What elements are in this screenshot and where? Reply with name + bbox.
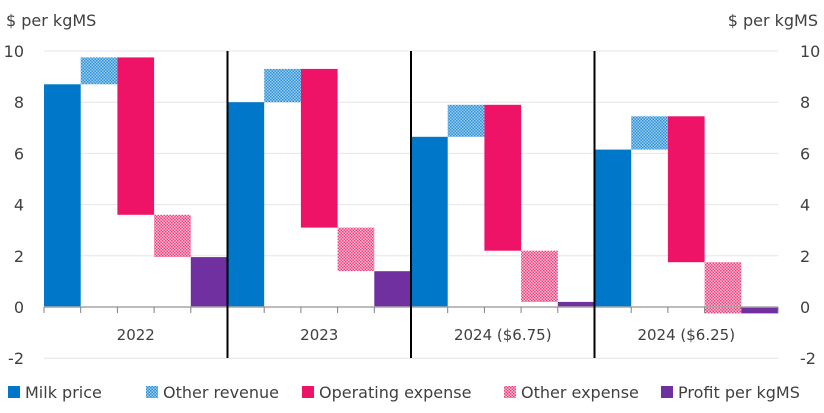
bar-milk-price	[411, 136, 448, 307]
y-tick-label: -2	[800, 349, 816, 368]
bar-other-expense	[521, 250, 558, 302]
y-tick-label: 4	[14, 196, 24, 215]
bar-milk-price	[594, 149, 632, 307]
y-tick-label: 6	[14, 144, 24, 163]
category-label: 2024 ($6.25)	[637, 326, 735, 344]
x-axis	[43, 51, 779, 358]
legend-label: Profit per kgMS	[678, 383, 800, 402]
category-label: 2022	[117, 326, 155, 344]
bars	[44, 57, 778, 314]
legend-swatch	[146, 386, 158, 398]
legend-item: Operating expense	[302, 383, 471, 402]
y-tick-label: 0	[800, 298, 810, 317]
y-axis-title-right: $ per kgMS	[728, 11, 818, 30]
y-tick-label: -2	[8, 349, 24, 368]
bar-operating-expense	[484, 104, 522, 251]
legend-label: Other revenue	[163, 383, 279, 402]
bar-other-revenue	[264, 68, 301, 103]
bar-other-expense	[704, 262, 742, 314]
y-axis-left: -2 0 2 4 6 8 10	[4, 42, 24, 368]
legend-swatch	[504, 386, 516, 398]
legend-swatch	[302, 386, 314, 398]
legend-label: Operating expense	[319, 383, 471, 402]
legend-swatch	[8, 386, 20, 398]
bar-milk-price	[44, 84, 81, 307]
bar-operating-expense	[117, 57, 155, 215]
legend: Milk price Other revenue Operating expense…	[8, 383, 800, 402]
bar-profit-per-kgms	[741, 307, 778, 314]
bar-other-expense	[337, 227, 375, 272]
legend-label: Other expense	[521, 383, 639, 402]
bar-profit-per-kgms	[374, 271, 411, 307]
legend-item: Other expense	[504, 383, 639, 402]
y-tick-label: 2	[14, 247, 24, 266]
bar-other-expense	[154, 214, 191, 257]
legend-label: Milk price	[25, 383, 102, 402]
y-axis-title-left: $ per kgMS	[6, 11, 96, 30]
y-tick-label: 6	[800, 144, 810, 163]
bar-profit-per-kgms	[190, 257, 228, 307]
bar-other-revenue	[80, 57, 118, 85]
y-tick-label: 0	[14, 298, 24, 317]
y-tick-label: 8	[14, 93, 24, 112]
y-tick-label: 8	[800, 93, 810, 112]
y-tick-label: 4	[800, 196, 810, 215]
category-labels: 2022 2023 2024 ($6.75) 2024 ($6.25)	[117, 326, 735, 344]
y-tick-label: 10	[4, 42, 24, 61]
bar-other-revenue	[447, 104, 485, 137]
y-axis-right: -2 0 2 4 6 8 10	[800, 42, 820, 368]
category-label: 2024 ($6.75)	[454, 326, 552, 344]
legend-item: Profit per kgMS	[661, 383, 800, 402]
legend-swatch	[661, 386, 673, 398]
bar-other-revenue	[631, 116, 668, 150]
category-label: 2023	[300, 326, 338, 344]
bar-operating-expense	[667, 116, 705, 263]
legend-item: Milk price	[8, 383, 102, 402]
legend-item: Other revenue	[146, 383, 279, 402]
y-tick-label: 10	[800, 42, 820, 61]
bar-profit-per-kgms	[557, 301, 595, 307]
bar-milk-price	[227, 102, 265, 307]
bar-operating-expense	[300, 68, 338, 228]
y-tick-label: 2	[800, 247, 810, 266]
